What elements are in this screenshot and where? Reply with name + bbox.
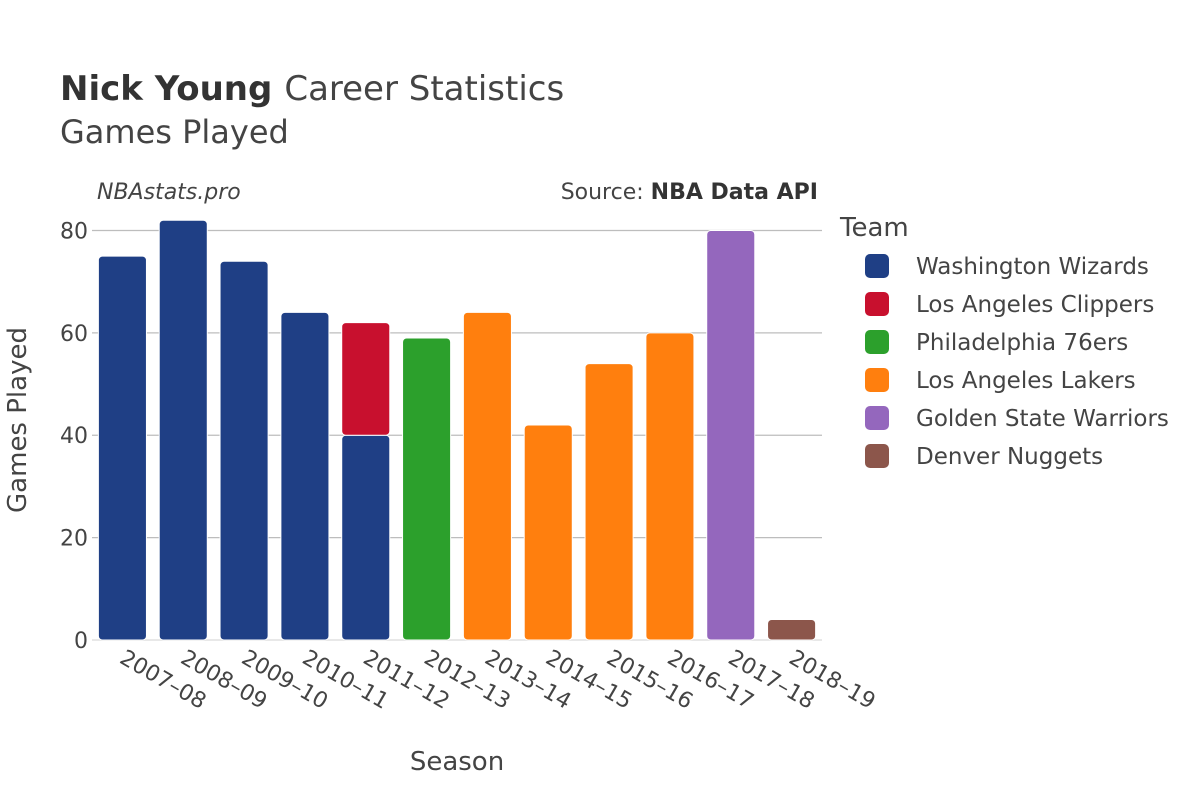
bar-segment[interactable]: [706, 229, 756, 641]
legend-swatch[interactable]: [865, 368, 889, 392]
y-tick-label: 20: [60, 527, 88, 552]
legend-label[interactable]: Golden State Warriors: [916, 406, 1169, 432]
x-axis-ticks: 2007–082008–092009–102010–112011–122012–…: [115, 646, 879, 715]
legend-label[interactable]: Philadelphia 76ers: [916, 330, 1128, 356]
legend-title: Team: [839, 213, 909, 243]
legend-label[interactable]: Los Angeles Clippers: [916, 292, 1154, 318]
bar-segment[interactable]: [767, 619, 817, 641]
chart-title-rest: Career Statistics: [284, 69, 564, 109]
legend: Washington Wizards Los Angeles Clippers Ph…: [865, 254, 1169, 470]
y-axis-ticks: 0 20 40 60 80: [60, 219, 88, 654]
source-name: NBA Data API: [651, 180, 818, 205]
chart-title: Nick Young Career Statistics: [60, 69, 564, 109]
bar-segment[interactable]: [341, 434, 391, 641]
bar-segment[interactable]: [341, 322, 391, 436]
legend-label[interactable]: Washington Wizards: [916, 254, 1149, 280]
y-tick-label: 0: [74, 629, 88, 654]
x-axis-title: Season: [410, 747, 504, 777]
legend-label[interactable]: Los Angeles Lakers: [916, 368, 1136, 394]
chart-title-player: Nick Young: [60, 69, 272, 109]
bar-segment[interactable]: [645, 332, 695, 641]
legend-swatch[interactable]: [865, 292, 889, 316]
source-label: Source: NBA Data API: [561, 180, 818, 205]
bar-segment[interactable]: [462, 311, 512, 641]
bars: [97, 219, 817, 641]
bar-segment[interactable]: [97, 255, 147, 641]
bar-segment[interactable]: [402, 337, 452, 641]
y-axis-title: Games Played: [3, 327, 33, 513]
legend-label[interactable]: Denver Nuggets: [916, 444, 1103, 470]
bar-segment[interactable]: [280, 311, 330, 641]
gridlines: [92, 229, 822, 641]
bar-segment[interactable]: [158, 219, 208, 641]
source-prefix: Source:: [561, 180, 651, 205]
bar-segment[interactable]: [219, 260, 269, 641]
bar-segment[interactable]: [584, 363, 634, 641]
credit-label: NBAstats.pro: [97, 180, 241, 205]
y-tick-label: 80: [60, 219, 88, 244]
legend-swatch[interactable]: [865, 254, 889, 278]
legend-swatch[interactable]: [865, 330, 889, 354]
y-tick-label: 40: [60, 424, 88, 449]
chart-subtitle: Games Played: [60, 113, 289, 151]
legend-swatch[interactable]: [865, 406, 889, 430]
bar-segment[interactable]: [523, 424, 573, 641]
legend-swatch[interactable]: [865, 444, 889, 468]
y-tick-label: 60: [60, 322, 88, 347]
